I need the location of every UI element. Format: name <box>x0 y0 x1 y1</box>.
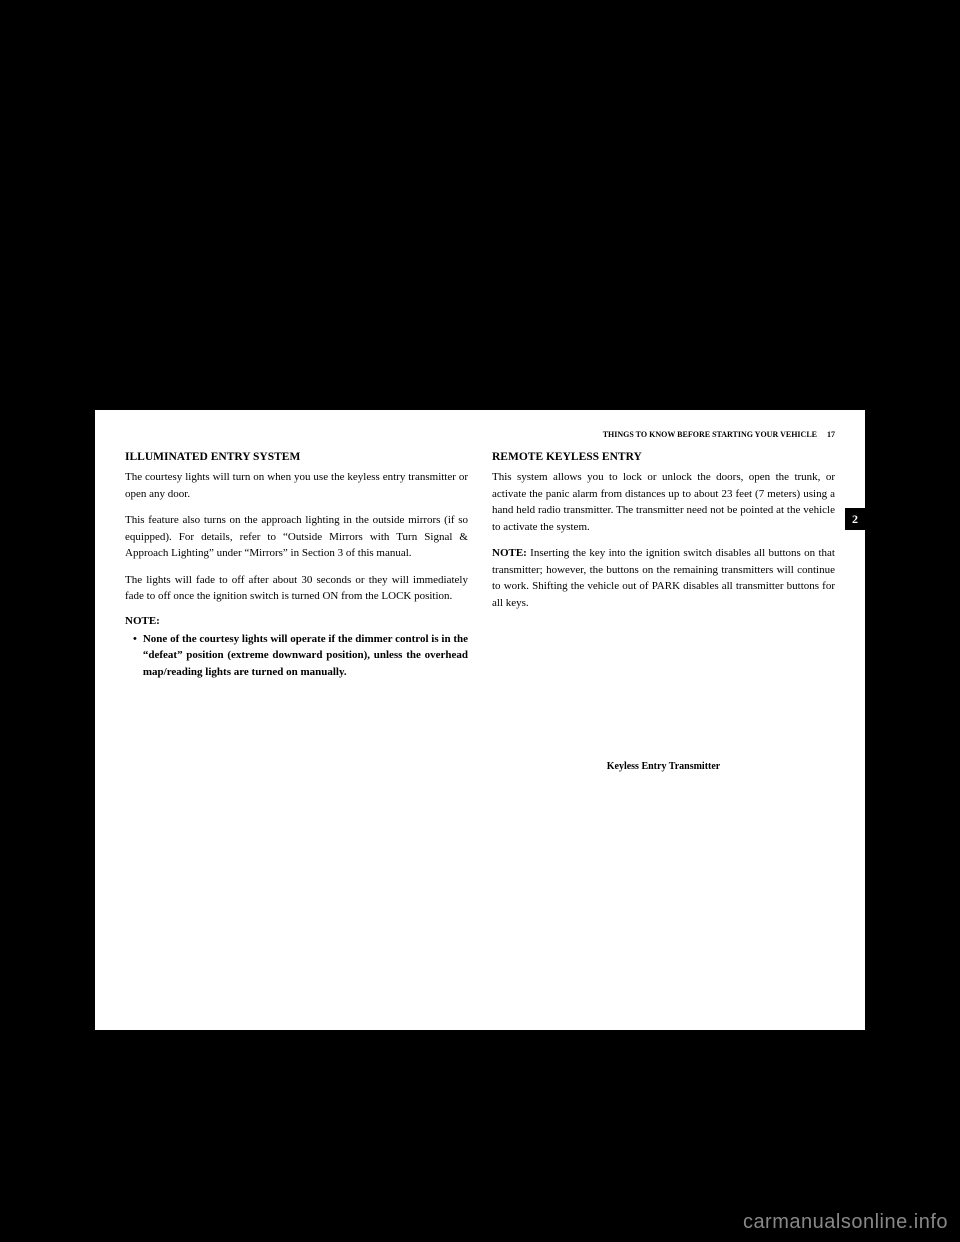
illuminated-entry-p2: This feature also turns on the approach … <box>125 512 468 562</box>
section-tab: 2 <box>845 508 865 530</box>
section-tab-number: 2 <box>852 512 858 527</box>
illuminated-entry-p1: The courtesy lights will turn on when yo… <box>125 469 468 502</box>
illuminated-entry-title: ILLUMINATED ENTRY SYSTEM <box>125 451 468 463</box>
bullet-text: None of the courtesy lights will operate… <box>143 631 468 681</box>
content-columns: ILLUMINATED ENTRY SYSTEM The courtesy li… <box>125 451 835 772</box>
note-text: Inserting the key into the ignition swit… <box>492 547 835 609</box>
bullet-dot-icon: • <box>133 631 137 681</box>
transmitter-caption: Keyless Entry Transmitter <box>492 761 835 772</box>
watermark: carmanualsonline.info <box>743 1211 948 1234</box>
note-bullet: • None of the courtesy lights will opera… <box>125 631 468 681</box>
remote-keyless-title: REMOTE KEYLESS ENTRY <box>492 451 835 463</box>
note-label: NOTE: <box>125 615 468 627</box>
page-header: THINGS TO KNOW BEFORE STARTING YOUR VEHI… <box>125 430 835 439</box>
note-prefix: NOTE: <box>492 547 527 559</box>
remote-keyless-p1: This system allows you to lock or unlock… <box>492 469 835 535</box>
left-column: ILLUMINATED ENTRY SYSTEM The courtesy li… <box>125 451 468 772</box>
manual-page: THINGS TO KNOW BEFORE STARTING YOUR VEHI… <box>95 410 865 1030</box>
section-label: THINGS TO KNOW BEFORE STARTING YOUR VEHI… <box>603 430 817 439</box>
remote-keyless-note: NOTE: Inserting the key into the ignitio… <box>492 545 835 611</box>
illuminated-entry-p3: The lights will fade to off after about … <box>125 572 468 605</box>
page-number: 17 <box>827 430 835 439</box>
right-column: REMOTE KEYLESS ENTRY This system allows … <box>492 451 835 772</box>
